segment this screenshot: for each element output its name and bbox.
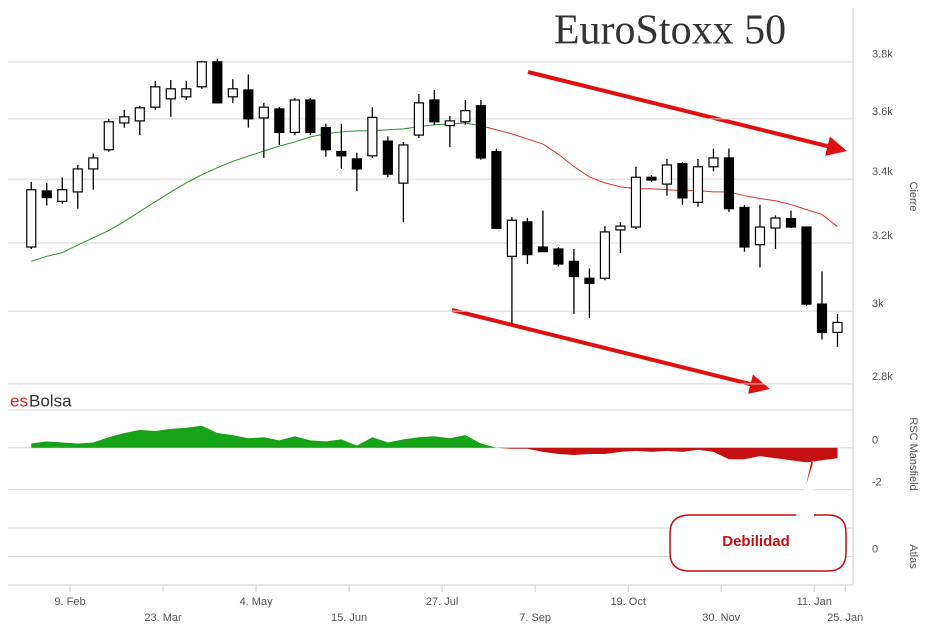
candle-body <box>103 121 114 151</box>
rsc-area-negative <box>496 447 838 463</box>
annotation: Debilidad <box>722 533 790 550</box>
callout <box>669 461 847 572</box>
callout-pointer <box>796 460 814 516</box>
candle-body <box>57 189 68 202</box>
candle-body <box>305 99 316 134</box>
moving-average <box>480 125 838 228</box>
x-tick-label: 25. Jan <box>827 612 863 624</box>
candle-body <box>491 150 502 229</box>
candle-body <box>336 150 347 157</box>
x-tick-label: 15. Jun <box>331 612 367 624</box>
candle-body <box>382 140 393 175</box>
y-tick-label: 3.6k <box>872 106 893 118</box>
candle-body <box>258 106 269 119</box>
candle-body <box>568 260 580 278</box>
candle-body <box>677 163 688 199</box>
candle-body <box>460 110 471 123</box>
x-tick-label: 11. Jan <box>797 596 832 608</box>
y-tick-label: 0 <box>872 543 878 555</box>
candle-body <box>801 226 812 305</box>
candle-body <box>739 206 750 248</box>
y-tick-label: 3.2k <box>872 230 893 242</box>
candle-body <box>429 99 440 123</box>
candle-body <box>212 61 223 104</box>
candle-body <box>646 176 657 181</box>
x-tick-label: 23. Mar <box>144 612 182 624</box>
x-tick-label: 7. Sep <box>519 612 551 624</box>
candle-body <box>475 105 486 159</box>
candle-body <box>444 120 455 127</box>
candle-body <box>692 166 704 203</box>
y-tick-label: 2.8k <box>872 371 893 383</box>
candle-body <box>196 61 207 88</box>
y-axis-title: RSC Mansfield <box>907 417 919 490</box>
candle-body <box>119 116 130 124</box>
y-axis-title: Cierre <box>907 182 919 212</box>
candle-body <box>537 246 549 253</box>
x-tick-label: 30. Nov <box>702 612 740 624</box>
candle-body <box>708 157 719 168</box>
moving-average <box>31 122 481 262</box>
watermark: Bolsa <box>29 391 72 410</box>
candle-body <box>816 303 828 334</box>
trend-arrow <box>451 308 770 394</box>
candle-body <box>754 226 766 246</box>
candle-body <box>274 108 285 134</box>
candle-body <box>599 231 611 279</box>
candle-body <box>367 116 378 157</box>
y-tick-label: 3k <box>872 298 884 310</box>
candle-body <box>506 219 517 257</box>
x-tick-label: 9. Feb <box>54 596 85 608</box>
y-axis-title: Atlas <box>907 544 919 569</box>
y-tick-label: 3.8k <box>872 49 893 61</box>
candle-body <box>522 221 533 256</box>
watermark-prefix: es <box>10 391 28 410</box>
candle-body <box>770 217 781 229</box>
chart-title: EuroStoxx 50 <box>554 8 786 54</box>
candle-body <box>398 144 409 184</box>
candle-body <box>723 157 735 210</box>
y-tick-label: -2 <box>872 477 882 489</box>
x-tick-label: 4. May <box>240 596 274 608</box>
candle-body <box>832 321 843 334</box>
x-tick-label: 19. Oct <box>610 596 645 608</box>
candle-body <box>351 158 362 170</box>
y-tick-label: 0 <box>872 435 878 447</box>
candle-body <box>181 88 192 98</box>
y-tick-label: 3.4k <box>872 166 893 178</box>
candle-body <box>26 189 37 248</box>
candle-body <box>413 102 424 136</box>
candle-body <box>243 89 254 120</box>
trend-arrow <box>527 70 847 156</box>
candle-body <box>584 277 595 284</box>
candle-body <box>630 176 642 228</box>
candle-body <box>88 157 99 170</box>
candle-body <box>289 99 300 134</box>
candle-body <box>165 88 176 100</box>
rsc-area-positive <box>31 425 838 448</box>
candle-body <box>134 107 145 122</box>
candle-body <box>320 127 331 151</box>
candle-body <box>553 248 564 265</box>
candle-body <box>227 88 238 98</box>
candle-body <box>661 164 673 185</box>
candle-body <box>41 190 52 199</box>
candle-body <box>72 168 83 193</box>
candle-body <box>785 218 797 228</box>
candle-body <box>150 86 161 108</box>
x-tick-label: 27. Jul <box>426 596 458 608</box>
candle-body <box>615 225 626 231</box>
